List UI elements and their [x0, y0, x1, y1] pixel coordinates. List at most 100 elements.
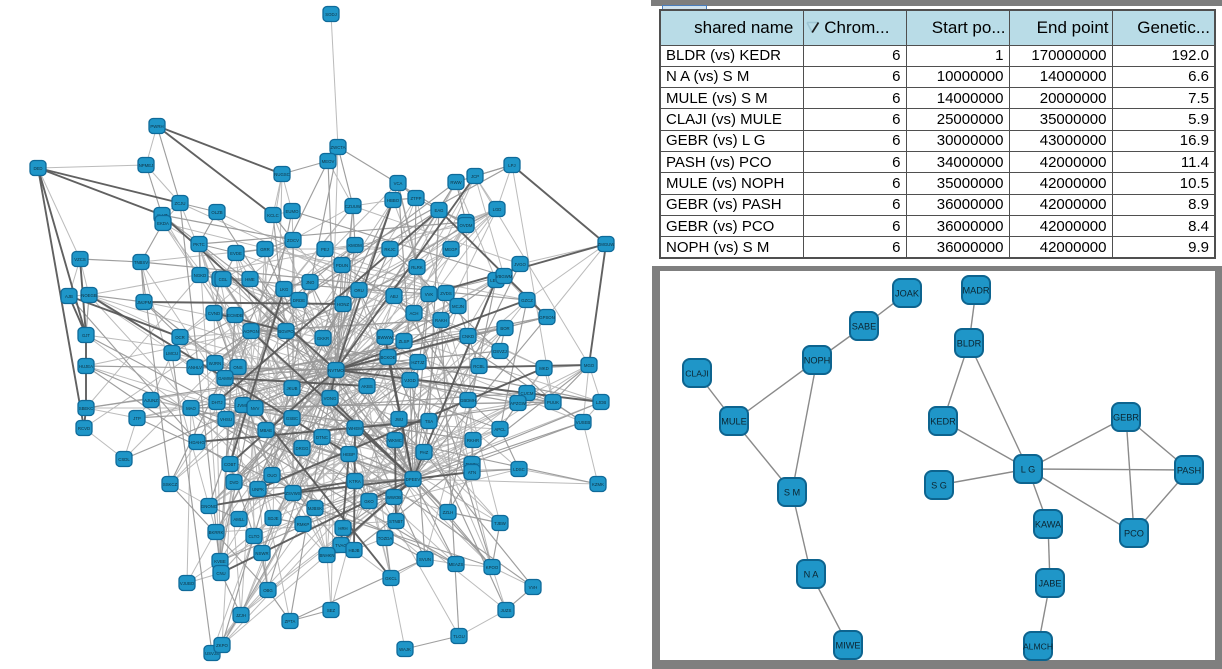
svg-text:RAKH: RAKH	[435, 318, 447, 323]
svg-text:GKKR: GKKR	[317, 336, 329, 341]
svg-text:RWW: RWW	[450, 180, 462, 185]
svg-text:GNONG: GNONG	[201, 504, 218, 509]
svg-text:ZCJU: ZCJU	[175, 201, 186, 206]
svg-text:MGO: MGO	[584, 363, 595, 368]
svg-text:L G: L G	[1021, 465, 1035, 475]
svg-text:KPOO: KPOO	[486, 565, 499, 570]
svg-text:ZZLH: ZZLH	[443, 510, 454, 515]
svg-text:SVUN: SVUN	[419, 557, 431, 562]
svg-text:KMOM: KMOM	[348, 243, 362, 248]
svg-text:ABJ: ABJ	[390, 294, 398, 299]
svg-text:SSKCZ: SSKCZ	[163, 482, 178, 487]
svg-text:KCLC: KCLC	[267, 213, 278, 218]
svg-text:GBDMH: GBDMH	[460, 398, 476, 403]
svg-text:UNPK: UNPK	[252, 487, 264, 492]
svg-text:LPJ: LPJ	[508, 163, 515, 168]
svg-text:VVH: VVH	[529, 585, 538, 590]
svg-text:VZCS: VZCS	[74, 257, 86, 262]
svg-text:MEAZS: MEAZS	[449, 562, 464, 567]
svg-text:N A: N A	[804, 570, 820, 580]
svg-text:DTNC: DTNC	[316, 435, 328, 440]
svg-text:NUGSC: NUGSC	[274, 172, 290, 177]
svg-text:BWWW: BWWW	[377, 335, 393, 340]
svg-text:JOAK: JOAK	[895, 289, 920, 299]
svg-text:AJB: AJB	[65, 294, 73, 299]
svg-text:OUO: OUO	[267, 473, 277, 478]
svg-text:DRGG: DRGG	[296, 446, 310, 451]
svg-text:MIWE: MIWE	[835, 641, 860, 651]
svg-text:NVV: NVV	[251, 406, 260, 411]
svg-text:PASH: PASH	[1177, 466, 1201, 476]
svg-text:HEBP: HEBP	[343, 452, 355, 457]
svg-text:PWRH: PWRH	[150, 124, 163, 129]
svg-text:EVDE: EVDE	[230, 251, 242, 256]
svg-text:S G: S G	[931, 481, 947, 491]
svg-text:VJUBO: VJUBO	[180, 581, 195, 586]
svg-text:WHEM: WHEM	[348, 426, 362, 431]
svg-text:RKHR: RKHR	[467, 438, 479, 443]
svg-text:MKD: MKD	[539, 366, 549, 371]
svg-text:NOEGB: NOEGB	[81, 293, 97, 298]
svg-text:RKJC: RKJC	[384, 247, 395, 252]
svg-text:AMLL: AMLL	[233, 517, 245, 522]
svg-text:BLDR: BLDR	[957, 339, 982, 349]
svg-text:SABE: SABE	[852, 322, 877, 332]
svg-text:LMCU: LMCU	[166, 351, 178, 356]
svg-text:AKBS: AKBS	[361, 384, 373, 389]
svg-text:JMJPM: JMJPM	[137, 300, 152, 305]
svg-text:WAJK: WAJK	[399, 647, 411, 652]
svg-text:MULE: MULE	[721, 417, 747, 427]
svg-text:NOPH: NOPH	[804, 356, 831, 366]
svg-text:BNHKN: BNHKN	[319, 553, 334, 558]
svg-text:VUSEB: VUSEB	[576, 420, 591, 425]
svg-text:BOR: BOR	[500, 326, 509, 331]
svg-text:WKMC: WKMC	[388, 438, 402, 443]
svg-text:DSVZJ: DSVZJ	[493, 349, 507, 354]
svg-text:TLGU: TLGU	[453, 634, 464, 639]
svg-text:JCP: JCP	[471, 174, 479, 179]
svg-text:PDUN: PDUN	[336, 263, 348, 268]
svg-text:MEOV: MEOV	[322, 159, 335, 164]
svg-text:KTRA: KTRA	[349, 479, 361, 484]
svg-text:ZOCV: ZOCV	[287, 238, 299, 243]
svg-text:RMKP: RMKP	[297, 522, 310, 527]
svg-text:SBEKC: SBEKC	[79, 406, 94, 411]
svg-text:KZMK: KZMK	[592, 482, 604, 487]
svg-text:JVMN: JVMN	[237, 403, 249, 408]
svg-text:LJDB: LJDB	[596, 400, 607, 405]
svg-text:ALMCH: ALMCH	[1023, 642, 1053, 652]
svg-text:NPMEJ: NPMEJ	[139, 163, 154, 168]
svg-text:APZGW: APZGW	[510, 401, 527, 406]
svg-text:VVK: VVK	[425, 292, 434, 297]
svg-text:ZVDS: ZVDS	[440, 291, 452, 296]
svg-text:VCA: VCA	[394, 181, 403, 186]
svg-text:OVDM: OVDM	[460, 223, 473, 228]
svg-text:CGL: CGL	[219, 277, 228, 282]
svg-text:JVGO: JVGO	[514, 262, 526, 267]
svg-text:WWOB: WWOB	[387, 495, 401, 500]
svg-text:EUMO: EUMO	[286, 209, 300, 214]
svg-text:NSWR: NSWR	[255, 551, 268, 556]
svg-text:LDSC: LDSC	[513, 467, 524, 472]
svg-text:DPEEV: DPEEV	[406, 477, 421, 482]
svg-text:HBJB: HBJB	[349, 548, 360, 553]
svg-text:GZCZ: GZCZ	[521, 298, 533, 303]
svg-text:HDAHG: HDAHG	[189, 440, 205, 445]
svg-text:VBGWM: VBGWM	[496, 274, 513, 279]
svg-text:SEZ: SEZ	[327, 608, 336, 613]
svg-text:VJGD: VJGD	[404, 378, 415, 383]
svg-text:AOPGN: AOPGN	[243, 329, 259, 334]
svg-text:JKUB: JKUB	[287, 386, 298, 391]
svg-text:DED: DED	[33, 166, 42, 171]
svg-text:CUCM: CUCM	[521, 391, 534, 396]
svg-text:CLAJI: CLAJI	[685, 369, 708, 379]
svg-text:PHZ: PHZ	[420, 450, 429, 455]
svg-text:OLZB: OLZB	[211, 210, 222, 215]
svg-text:JZJH: JZJH	[236, 613, 246, 618]
svg-text:JABE: JABE	[1039, 579, 1062, 589]
svg-text:CNKD: CNKD	[462, 334, 474, 339]
svg-text:APCL: APCL	[494, 427, 506, 432]
svg-text:SODJ: SODJ	[325, 12, 336, 17]
svg-text:TNBSV: TNBSV	[134, 260, 148, 265]
svg-text:MAO: MAO	[186, 406, 196, 411]
